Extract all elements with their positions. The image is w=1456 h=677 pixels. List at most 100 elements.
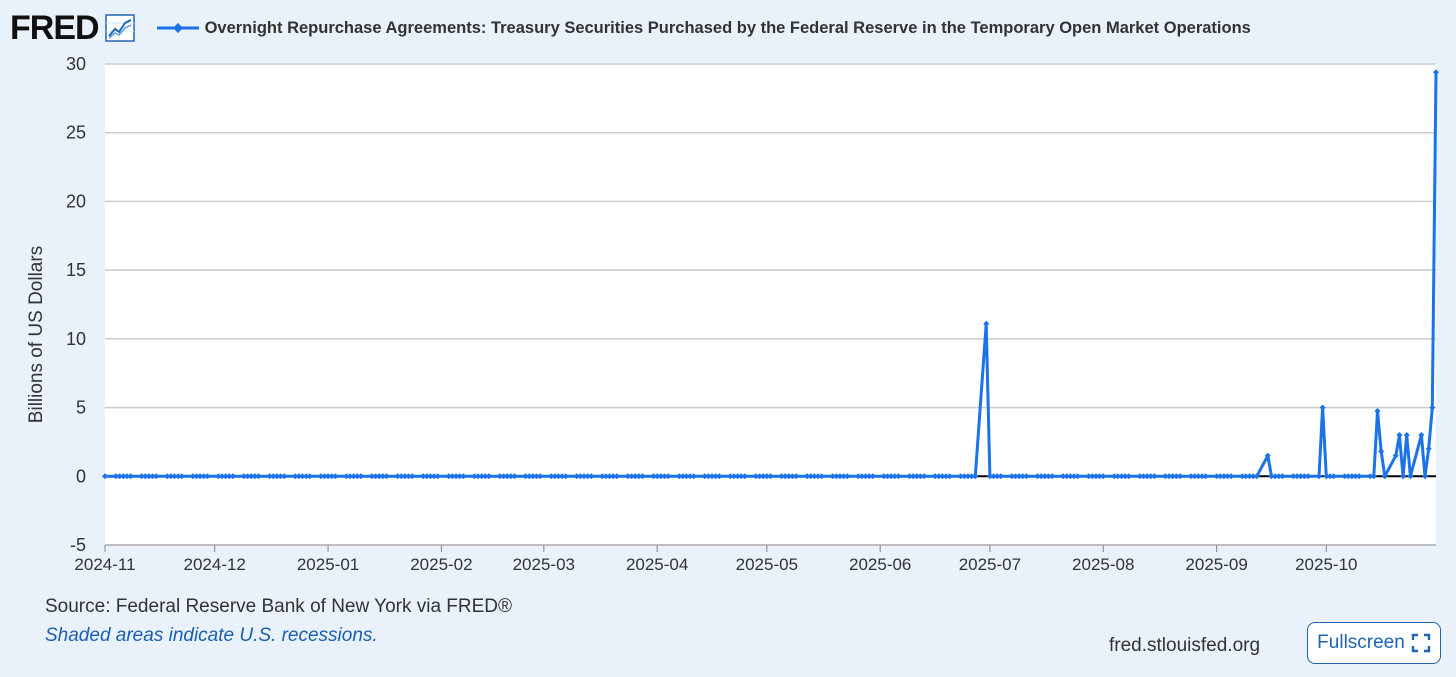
data-point[interactable] — [1348, 473, 1355, 480]
data-point[interactable] — [423, 473, 430, 480]
data-point[interactable] — [548, 473, 555, 480]
data-point[interactable] — [1381, 473, 1388, 480]
data-point[interactable] — [1092, 473, 1099, 480]
data-point[interactable] — [1177, 473, 1184, 480]
data-point[interactable] — [906, 473, 913, 480]
data-point[interactable] — [482, 473, 489, 480]
data-point[interactable] — [789, 473, 796, 480]
data-point[interactable] — [449, 473, 456, 480]
data-point[interactable] — [997, 473, 1004, 480]
data-point[interactable] — [1268, 473, 1275, 480]
data-point[interactable] — [676, 473, 683, 480]
data-point[interactable] — [471, 473, 478, 480]
data-point[interactable] — [255, 473, 262, 480]
data-point[interactable] — [529, 473, 536, 480]
data-point[interactable] — [175, 473, 182, 480]
data-point[interactable] — [1049, 473, 1056, 480]
data-point[interactable] — [189, 473, 196, 480]
data-point[interactable] — [383, 473, 390, 480]
data-point[interactable] — [200, 473, 207, 480]
data-point[interactable] — [628, 473, 635, 480]
data-point[interactable] — [562, 473, 569, 480]
data-point[interactable] — [1224, 473, 1231, 480]
data-point[interactable] — [1111, 473, 1118, 480]
data-point[interactable] — [943, 473, 950, 480]
data-point[interactable] — [120, 473, 127, 480]
data-point[interactable] — [855, 473, 862, 480]
data-point[interactable] — [504, 473, 511, 480]
data-point[interactable] — [270, 473, 277, 480]
data-point[interactable] — [537, 473, 544, 480]
data-point[interactable] — [946, 473, 953, 480]
data-point[interactable] — [961, 473, 968, 480]
data-point[interactable] — [522, 473, 529, 480]
data-point[interactable] — [1352, 473, 1359, 480]
data-point[interactable] — [1242, 473, 1249, 480]
data-point[interactable] — [858, 473, 865, 480]
data-point[interactable] — [219, 473, 226, 480]
data-point[interactable] — [321, 473, 328, 480]
data-point[interactable] — [478, 473, 485, 480]
data-point[interactable] — [705, 473, 712, 480]
data-point[interactable] — [496, 473, 503, 480]
data-point[interactable] — [376, 473, 383, 480]
data-point[interactable] — [1326, 473, 1333, 480]
data-point[interactable] — [197, 473, 204, 480]
data-point[interactable] — [453, 473, 460, 480]
site-url[interactable]: fred.stlouisfed.org — [1109, 635, 1261, 656]
data-point[interactable] — [1392, 452, 1399, 459]
data-point[interactable] — [500, 473, 507, 480]
data-point[interactable] — [1341, 473, 1348, 480]
data-point[interactable] — [606, 473, 613, 480]
data-point[interactable] — [485, 473, 492, 480]
data-point[interactable] — [1144, 473, 1151, 480]
data-point[interactable] — [456, 473, 463, 480]
data-point[interactable] — [138, 473, 145, 480]
data-point[interactable] — [869, 473, 876, 480]
fullscreen-button[interactable]: Fullscreen — [1307, 622, 1441, 664]
data-point[interactable] — [588, 473, 595, 480]
data-point[interactable] — [1403, 432, 1410, 439]
data-point[interactable] — [1147, 473, 1154, 480]
data-point[interactable] — [687, 473, 694, 480]
data-point[interactable] — [251, 473, 258, 480]
data-point[interactable] — [171, 473, 178, 480]
data-point[interactable] — [511, 473, 518, 480]
data-point[interactable] — [1400, 473, 1407, 480]
data-point[interactable] — [317, 473, 324, 480]
data-point[interactable] — [1319, 404, 1326, 411]
data-point[interactable] — [986, 473, 993, 480]
data-point[interactable] — [379, 473, 386, 480]
data-point[interactable] — [112, 473, 119, 480]
data-point[interactable] — [880, 473, 887, 480]
data-point[interactable] — [244, 473, 251, 480]
data-point[interactable] — [657, 473, 664, 480]
data-point[interactable] — [1228, 473, 1235, 480]
data-point[interactable] — [1202, 473, 1209, 480]
data-point[interactable] — [372, 473, 379, 480]
data-point[interactable] — [738, 473, 745, 480]
data-point[interactable] — [226, 473, 233, 480]
data-point[interactable] — [632, 473, 639, 480]
data-point[interactable] — [1063, 473, 1070, 480]
data-point[interactable] — [1140, 473, 1147, 480]
data-point[interactable] — [1220, 473, 1227, 480]
data-point[interactable] — [343, 473, 350, 480]
data-point[interactable] — [368, 473, 375, 480]
data-point[interactable] — [1250, 473, 1257, 480]
data-point[interactable] — [833, 473, 840, 480]
data-point[interactable] — [460, 473, 467, 480]
data-point[interactable] — [844, 473, 851, 480]
data-point[interactable] — [145, 473, 152, 480]
data-point[interactable] — [599, 473, 606, 480]
data-point[interactable] — [1114, 473, 1121, 480]
data-point[interactable] — [730, 473, 737, 480]
data-point[interactable] — [533, 473, 540, 480]
data-point[interactable] — [1166, 473, 1173, 480]
data-point[interactable] — [1191, 473, 1198, 480]
data-point[interactable] — [804, 473, 811, 480]
data-point[interactable] — [1198, 473, 1205, 480]
data-point[interactable] — [394, 473, 401, 480]
data-point[interactable] — [811, 473, 818, 480]
data-point[interactable] — [712, 473, 719, 480]
